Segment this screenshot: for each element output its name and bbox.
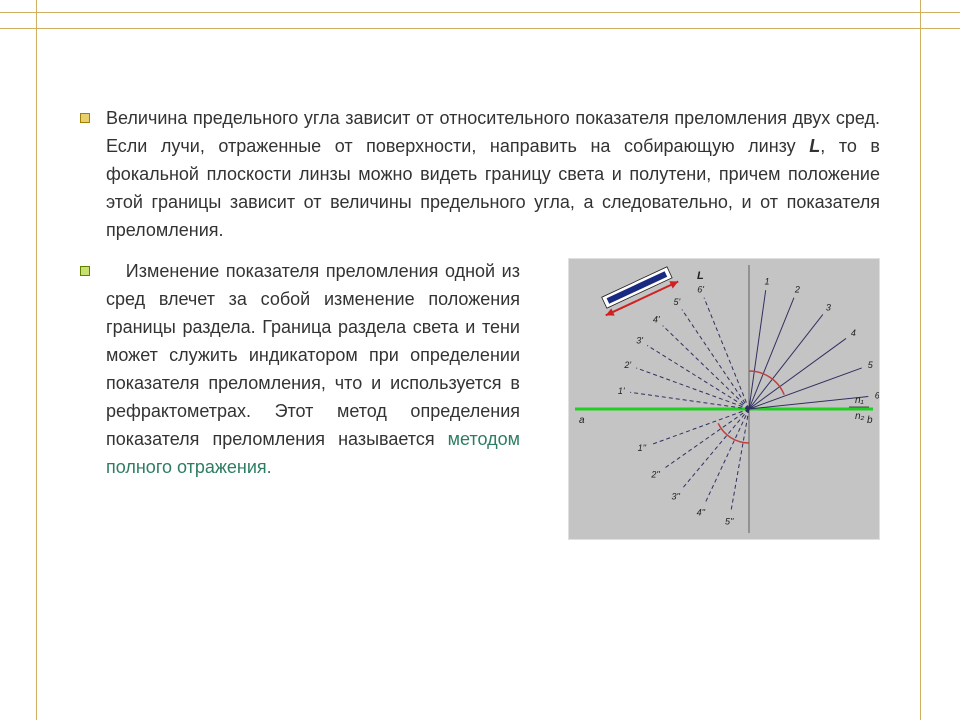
svg-text:4'': 4'': [697, 508, 706, 518]
frame-top-inner: [0, 28, 960, 29]
frame-top-outer: [0, 12, 960, 13]
svg-text:4: 4: [851, 329, 856, 339]
bullet-block-1: Величина предельного угла зависит от отн…: [80, 105, 880, 244]
svg-text:b: b: [867, 415, 873, 426]
svg-text:5': 5': [673, 298, 680, 308]
paragraph-2: Изменение показателя преломления одной и…: [106, 258, 520, 481]
frame-right: [920, 0, 921, 720]
para2-pre: Изменение показателя преломления одной и…: [106, 261, 520, 448]
svg-text:1': 1': [618, 386, 625, 396]
svg-text:1'': 1'': [638, 443, 647, 453]
svg-text:3: 3: [826, 303, 831, 313]
second-row: Изменение показателя преломления одной и…: [80, 258, 880, 540]
content-area: Величина предельного угла зависит от отн…: [80, 105, 880, 540]
diagram-svg: 1 2 3 4 5 6 1' 2' 3' 4' 5' 6' 1'' 2'' 3'' 4'' 5'' a bn₁ n₂ L: [569, 259, 879, 539]
svg-text:L: L: [697, 270, 704, 282]
svg-text:a: a: [579, 415, 585, 426]
svg-text:2': 2': [623, 360, 631, 370]
svg-text:1: 1: [764, 277, 769, 287]
para1-pre: Величина предельного угла зависит от отн…: [106, 108, 880, 156]
svg-text:2'': 2'': [650, 470, 660, 480]
svg-text:6': 6': [697, 285, 704, 295]
svg-text:n₁: n₁: [855, 395, 864, 406]
frame-left: [36, 0, 37, 720]
svg-text:5'': 5'': [725, 517, 734, 527]
slide-root: Величина предельного угла зависит от отн…: [0, 0, 960, 720]
para1-L: L: [809, 136, 820, 156]
svg-text:2: 2: [794, 285, 800, 295]
svg-text:6: 6: [875, 391, 879, 401]
refraction-diagram: 1 2 3 4 5 6 1' 2' 3' 4' 5' 6' 1'' 2'' 3'' 4'' 5'' a bn₁ n₂ L: [568, 258, 880, 540]
svg-text:n₂: n₂: [855, 411, 865, 422]
svg-text:3': 3': [636, 336, 643, 346]
svg-text:4': 4': [653, 315, 660, 325]
bullet-icon: [80, 113, 90, 123]
paragraph-1: Величина предельного угла зависит от отн…: [106, 105, 880, 244]
svg-text:5: 5: [868, 360, 874, 370]
diagram-wrap: 1 2 3 4 5 6 1' 2' 3' 4' 5' 6' 1'' 2'' 3'' 4'' 5'' a bn₁ n₂ L: [538, 258, 880, 540]
bullet-block-2: Изменение показателя преломления одной и…: [80, 258, 520, 481]
bullet-icon: [80, 266, 90, 276]
svg-text:3'': 3'': [671, 492, 680, 502]
